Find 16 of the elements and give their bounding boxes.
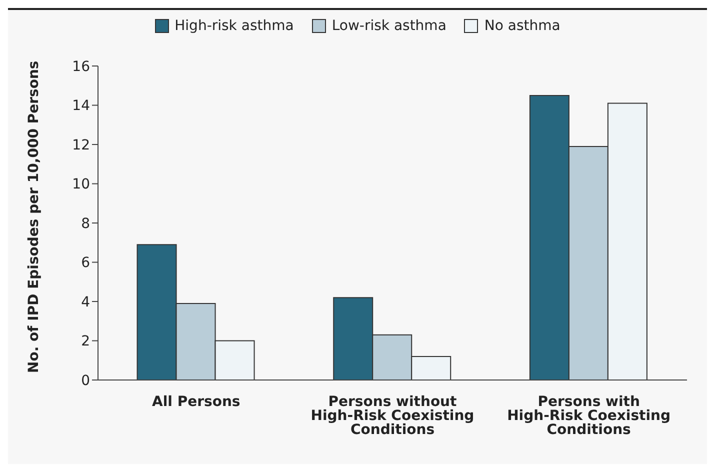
y-tick-label: 4 (81, 294, 90, 310)
y-tick-label: 2 (81, 334, 90, 350)
x-tick-label: All Persons (152, 394, 240, 410)
y-tick-label: 0 (81, 372, 90, 389)
y-tick-label: 6 (81, 255, 90, 272)
y-tick-label: 16 (72, 58, 90, 75)
y-axis-title: No. of IPD Episodes per 10,000 Persons (26, 60, 42, 373)
y-tick-label: 14 (72, 98, 90, 114)
y-tick-label: 8 (81, 216, 90, 232)
legend-label: No asthma (484, 18, 560, 34)
x-tick-label: Persons without High-Risk Coexisting Conditions (310, 394, 474, 438)
x-tick-label: Persons with High-Risk Coexisting Conditions (507, 394, 671, 438)
legend-label: Low-risk asthma (332, 18, 446, 34)
y-tick-label: 10 (72, 176, 90, 193)
y-tick-label: 12 (72, 137, 90, 154)
legend-label: High-risk asthma (174, 18, 294, 34)
